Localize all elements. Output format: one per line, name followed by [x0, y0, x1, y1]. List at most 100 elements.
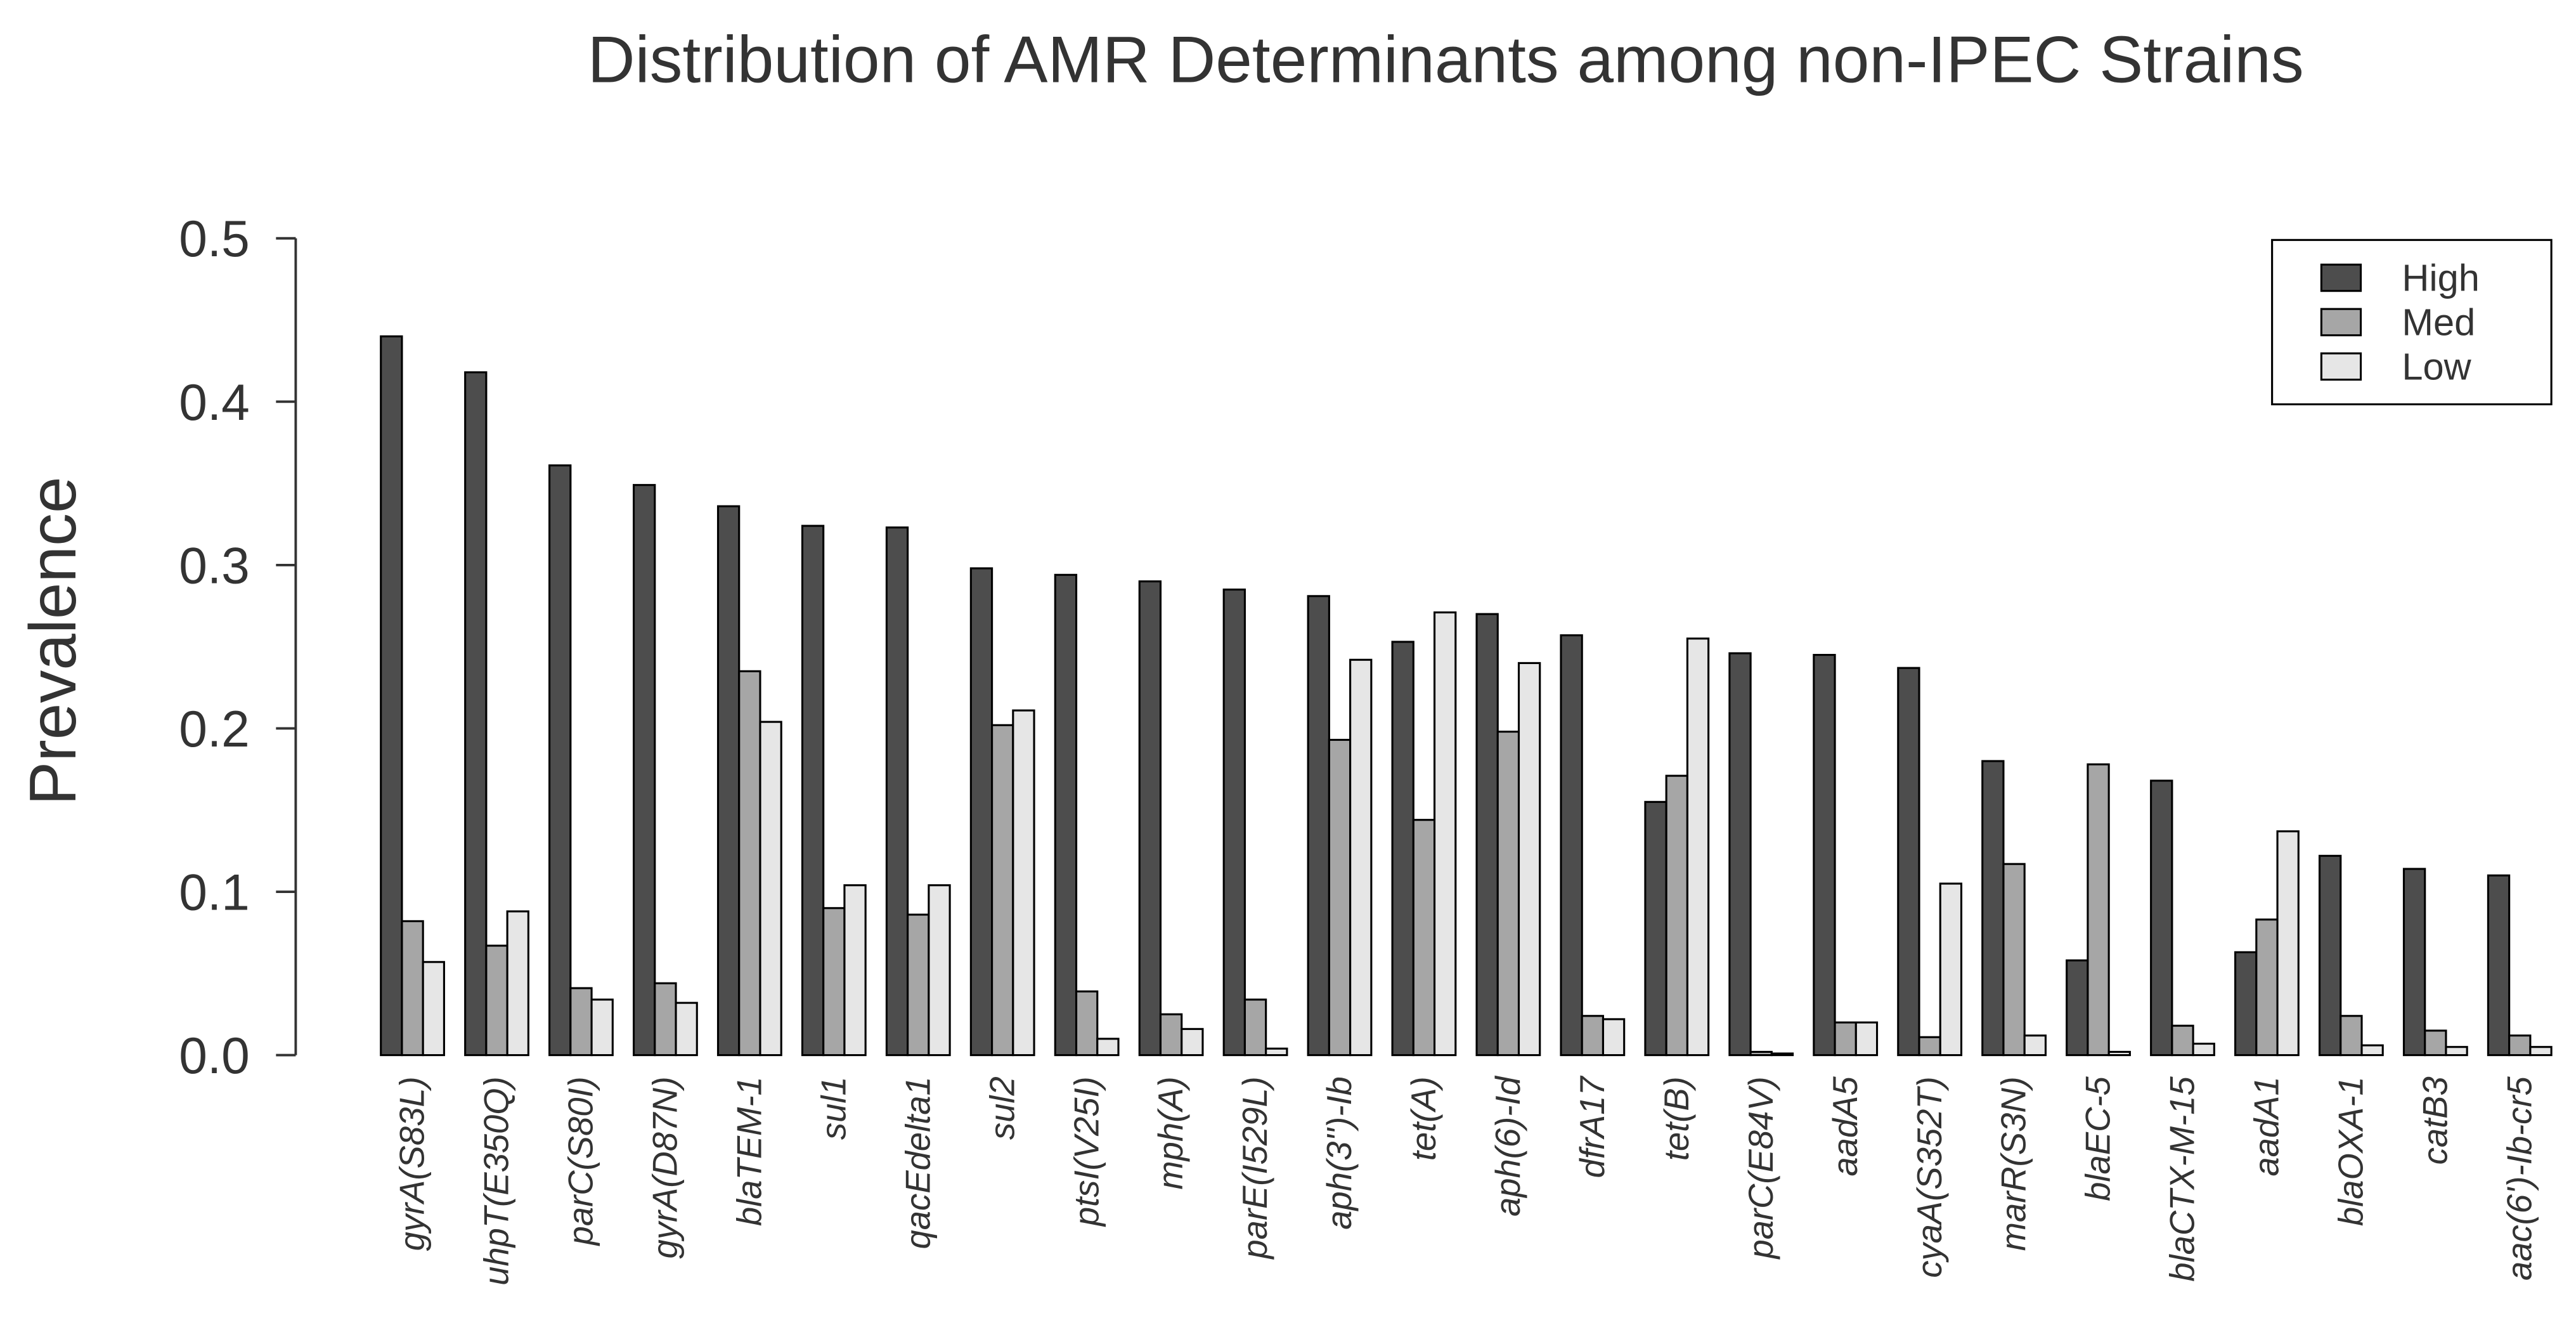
bar — [569, 987, 593, 1057]
x-tick-label: dfrA17 — [1573, 1076, 1612, 1178]
legend-box — [2271, 238, 2553, 406]
legend-swatch — [2320, 263, 2362, 292]
bar — [2150, 779, 2173, 1057]
bar — [485, 944, 508, 1057]
bar — [1075, 990, 1099, 1057]
bar — [1939, 882, 1963, 1057]
bar — [464, 371, 488, 1057]
bar — [1159, 1013, 1183, 1057]
legend-label: Med — [2402, 301, 2475, 344]
x-tick-label: blaTEM-1 — [730, 1076, 768, 1226]
bar — [1412, 819, 1436, 1057]
bar — [1096, 1038, 1120, 1057]
bar — [1054, 573, 1078, 1057]
legend-swatch — [2320, 308, 2362, 337]
bar — [1581, 1015, 1605, 1057]
bar — [738, 670, 761, 1057]
bar — [1012, 709, 1035, 1057]
bar — [1686, 637, 1710, 1057]
y-tick-label: 0.2 — [179, 701, 250, 758]
x-tick-label: gyrA(S83L) — [393, 1076, 432, 1251]
x-tick-label: tet(A) — [1404, 1076, 1443, 1161]
legend-label: High — [2402, 257, 2480, 299]
x-tick-label: aadA1 — [2248, 1076, 2286, 1176]
x-tick-label: aac(6')-Ib-cr5 — [2500, 1076, 2539, 1281]
x-tick-label: gyrA(D87N) — [646, 1076, 685, 1258]
bar — [822, 907, 846, 1057]
x-tick-label: sul2 — [983, 1076, 1021, 1140]
bar — [654, 982, 677, 1057]
bar — [2487, 874, 2511, 1057]
y-tick-label: 0.4 — [179, 374, 250, 431]
x-tick-label: marR(S3N) — [1995, 1076, 2033, 1251]
bar — [1918, 1036, 1941, 1057]
bar — [2445, 1046, 2468, 1057]
bar — [885, 526, 909, 1057]
x-tick-label: ptsI(V25I) — [1067, 1076, 1106, 1227]
bar — [716, 505, 741, 1057]
bar — [380, 335, 403, 1057]
chart-title: Distribution of AMR Determinants among n… — [588, 23, 2304, 96]
bar — [2508, 1034, 2532, 1057]
x-tick-label: aph(3'')-Ib — [1320, 1076, 1359, 1230]
bar — [1349, 658, 1373, 1057]
x-tick-label: aph(6)-Id — [1489, 1076, 1527, 1217]
bar — [1391, 641, 1414, 1057]
bar — [548, 464, 572, 1057]
x-tick-label: qacEdelta1 — [898, 1076, 937, 1249]
bar — [991, 724, 1014, 1057]
bar — [843, 884, 867, 1057]
x-tick-label: catB3 — [2416, 1076, 2454, 1164]
bar — [1644, 800, 1667, 1057]
bar — [1138, 580, 1162, 1057]
bar — [2023, 1034, 2047, 1057]
bar — [1328, 738, 1352, 1057]
x-tick-label: blaCTX-M-15 — [2163, 1076, 2202, 1282]
bar — [928, 884, 951, 1057]
x-tick-label: parC(S80I) — [562, 1076, 600, 1246]
bar — [675, 1001, 698, 1057]
bar — [2318, 854, 2342, 1057]
bar — [2276, 830, 2300, 1057]
bar — [1496, 731, 1520, 1057]
bar — [1728, 652, 1752, 1057]
bar — [1981, 760, 2005, 1057]
bar — [1749, 1050, 1773, 1057]
bar — [759, 721, 782, 1057]
legend-label: Low — [2402, 346, 2471, 388]
bar — [1770, 1052, 1794, 1057]
bar — [2087, 763, 2110, 1057]
bar — [1854, 1021, 1879, 1057]
y-tick-label: 0.5 — [179, 211, 250, 268]
bar — [2424, 1029, 2447, 1057]
bar — [1475, 613, 1499, 1057]
bar — [633, 484, 656, 1057]
bar — [1222, 588, 1246, 1057]
x-tick-label: parC(E84V) — [1742, 1076, 1780, 1260]
bar — [2340, 1015, 2363, 1057]
y-axis-label: Prevalence — [16, 476, 89, 805]
x-tick-label: sul1 — [814, 1076, 853, 1140]
bar — [1181, 1027, 1204, 1057]
y-tick-label: 0.1 — [179, 864, 250, 922]
bar — [1897, 667, 1920, 1057]
legend-swatch — [2320, 352, 2362, 381]
bar — [1560, 634, 1583, 1057]
bar — [1602, 1018, 1626, 1057]
bar — [1265, 1047, 1288, 1057]
bar — [907, 913, 930, 1057]
y-tick-label: 0.0 — [179, 1027, 250, 1085]
bar — [1307, 595, 1330, 1057]
x-tick-label: tet(B) — [1657, 1076, 1696, 1161]
bar — [2529, 1046, 2553, 1057]
bar — [2255, 918, 2279, 1057]
bar — [1834, 1021, 1857, 1057]
bar — [401, 920, 424, 1057]
bar — [2360, 1044, 2384, 1057]
bar — [422, 961, 445, 1057]
bar — [2066, 959, 2089, 1057]
bar — [801, 525, 825, 1057]
bar — [506, 910, 529, 1057]
